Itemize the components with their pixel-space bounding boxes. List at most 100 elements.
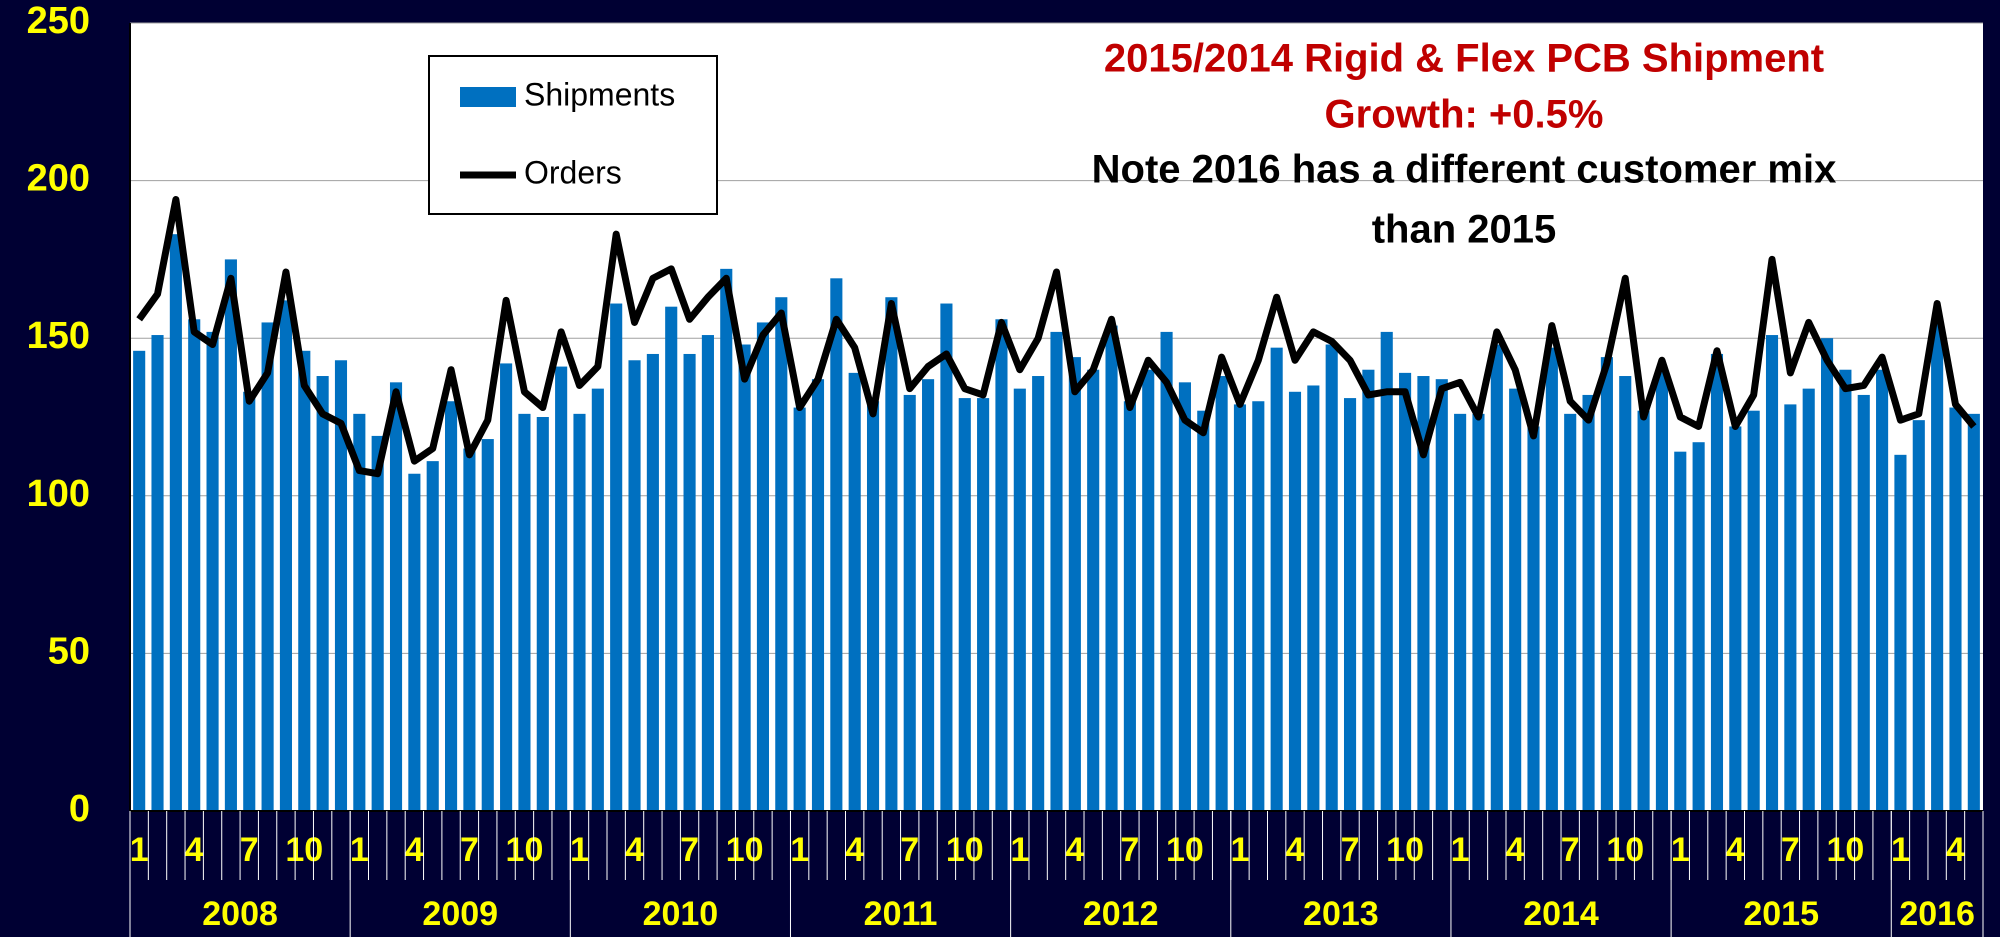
bar bbox=[848, 372, 861, 811]
x-tick-label: 1 bbox=[1010, 831, 1029, 869]
bar bbox=[591, 388, 604, 811]
year-label: 2010 bbox=[643, 895, 719, 933]
year-label: 2009 bbox=[422, 895, 498, 933]
bar bbox=[224, 259, 237, 811]
bar bbox=[1288, 391, 1302, 811]
year-label: 2013 bbox=[1303, 895, 1379, 933]
x-tick-label: 4 bbox=[625, 831, 644, 869]
bar bbox=[1821, 338, 1834, 811]
bar bbox=[1270, 347, 1283, 811]
bar bbox=[206, 331, 219, 811]
bar bbox=[1931, 322, 1944, 811]
bar bbox=[756, 322, 770, 811]
y-tick-label: 150 bbox=[27, 315, 90, 357]
x-tick-label: 4 bbox=[1286, 831, 1305, 869]
bar bbox=[866, 401, 880, 811]
x-tick-label: 4 bbox=[1726, 831, 1745, 869]
year-label: 2008 bbox=[202, 895, 278, 933]
bar bbox=[1343, 398, 1357, 811]
bar bbox=[1307, 385, 1320, 811]
year-label: 2011 bbox=[864, 895, 938, 933]
x-tick-label: 10 bbox=[726, 831, 764, 869]
bar bbox=[463, 448, 476, 811]
bar bbox=[1729, 426, 1742, 811]
x-tick-label: 4 bbox=[405, 831, 424, 869]
x-tick-label: 7 bbox=[1781, 831, 1800, 869]
bar bbox=[811, 379, 825, 811]
annotation: than 2015 bbox=[1372, 208, 1557, 252]
bar bbox=[793, 407, 806, 811]
bar bbox=[279, 300, 292, 811]
bar bbox=[885, 297, 898, 811]
annotation: Growth: +0.5% bbox=[1325, 93, 1604, 137]
bar bbox=[445, 401, 458, 811]
bar bbox=[1655, 369, 1668, 811]
bar bbox=[830, 278, 843, 811]
annotation: Note 2016 has a different customer mix bbox=[1092, 148, 1837, 192]
bar bbox=[389, 382, 403, 811]
x-tick-label: 7 bbox=[680, 831, 699, 869]
bar bbox=[481, 439, 494, 811]
bar bbox=[1215, 376, 1228, 811]
bar bbox=[1399, 372, 1412, 811]
bar bbox=[1325, 344, 1338, 811]
bar bbox=[1710, 353, 1724, 811]
bar bbox=[628, 360, 641, 811]
bar bbox=[1032, 376, 1045, 811]
year-label: 2014 bbox=[1523, 895, 1599, 933]
bar bbox=[922, 379, 935, 811]
x-tick-label: 4 bbox=[185, 831, 204, 869]
bar bbox=[646, 353, 659, 811]
bar bbox=[426, 461, 439, 811]
bar bbox=[1068, 357, 1081, 811]
bar bbox=[243, 391, 256, 811]
annotation: 2015/2014 Rigid & Flex PCB Shipment bbox=[1104, 37, 1824, 81]
bar bbox=[316, 376, 329, 811]
bar bbox=[738, 344, 751, 811]
bar bbox=[1784, 404, 1797, 811]
bar bbox=[1692, 442, 1705, 811]
bar bbox=[1087, 369, 1100, 811]
bar bbox=[1765, 335, 1779, 811]
x-tick-label: 10 bbox=[1386, 831, 1424, 869]
x-tick-label: 7 bbox=[1561, 831, 1580, 869]
bar bbox=[720, 268, 733, 812]
y-tick-label: 200 bbox=[27, 158, 90, 200]
bar bbox=[1857, 394, 1870, 811]
x-tick-label: 4 bbox=[1946, 831, 1965, 869]
x-tick-label: 1 bbox=[350, 831, 369, 869]
bar bbox=[1380, 331, 1393, 811]
bar bbox=[1454, 413, 1467, 811]
bar bbox=[500, 363, 513, 811]
bar bbox=[958, 398, 971, 811]
bar bbox=[1967, 413, 1980, 811]
bar bbox=[1472, 413, 1485, 811]
x-tick-label: 4 bbox=[845, 831, 864, 869]
y-tick-label: 0 bbox=[69, 788, 90, 830]
x-tick-label: 7 bbox=[240, 831, 259, 869]
x-tick-label: 10 bbox=[1166, 831, 1204, 869]
x-tick-label: 7 bbox=[1341, 831, 1360, 869]
x-tick-label: 1 bbox=[570, 831, 589, 869]
bar bbox=[701, 335, 714, 811]
bar bbox=[188, 319, 201, 811]
bar bbox=[1178, 382, 1191, 811]
bar bbox=[903, 394, 916, 811]
x-tick-label: 10 bbox=[1826, 831, 1864, 869]
bar bbox=[536, 417, 549, 811]
x-tick-label: 1 bbox=[130, 831, 149, 869]
bar bbox=[683, 353, 696, 811]
x-tick-label: 10 bbox=[1606, 831, 1644, 869]
bar bbox=[1674, 451, 1687, 811]
bar bbox=[1545, 347, 1558, 811]
year-label: 2015 bbox=[1743, 895, 1819, 933]
bar bbox=[1894, 454, 1907, 811]
legend-label: Shipments bbox=[524, 76, 675, 112]
line bbox=[136, 196, 1977, 478]
bar bbox=[775, 297, 788, 811]
bar bbox=[1876, 369, 1889, 811]
x-tick-label: 1 bbox=[1451, 831, 1470, 869]
bar bbox=[573, 413, 586, 811]
bar bbox=[1839, 369, 1852, 811]
